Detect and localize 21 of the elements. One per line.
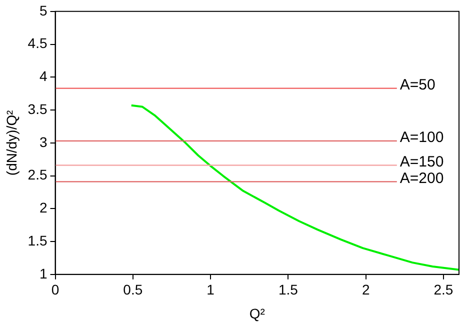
y-tick-label: 2: [39, 200, 48, 216]
y-tick-label: 4.5: [28, 35, 48, 52]
x-tick-label: 2: [362, 282, 370, 298]
x-tick-label: 1.5: [278, 282, 298, 298]
x-tick-label: 0: [51, 282, 60, 298]
series-label: A=150: [400, 153, 444, 170]
x-tick-label: 0.5: [123, 282, 143, 298]
y-tick-label: 3.5: [28, 100, 48, 117]
x-tick-label: 1: [206, 282, 215, 298]
y-tick-label: 2.5: [28, 166, 48, 183]
y-tick-label: 5: [39, 2, 48, 18]
series-label: A=100: [400, 129, 444, 146]
x-tick-label: 2.5: [434, 282, 454, 298]
y-tick-label: 4: [39, 68, 48, 84]
y-tick-label: 1: [39, 265, 48, 282]
series-label: A=200: [400, 170, 444, 187]
y-tick-label: 3: [39, 134, 48, 150]
y-axis-title: (dN/dy)/Q²: [3, 110, 20, 176]
series-label: A=50: [400, 76, 436, 94]
x-axis-title: Q²: [249, 305, 266, 322]
y-tick-label: 1.5: [28, 232, 48, 248]
